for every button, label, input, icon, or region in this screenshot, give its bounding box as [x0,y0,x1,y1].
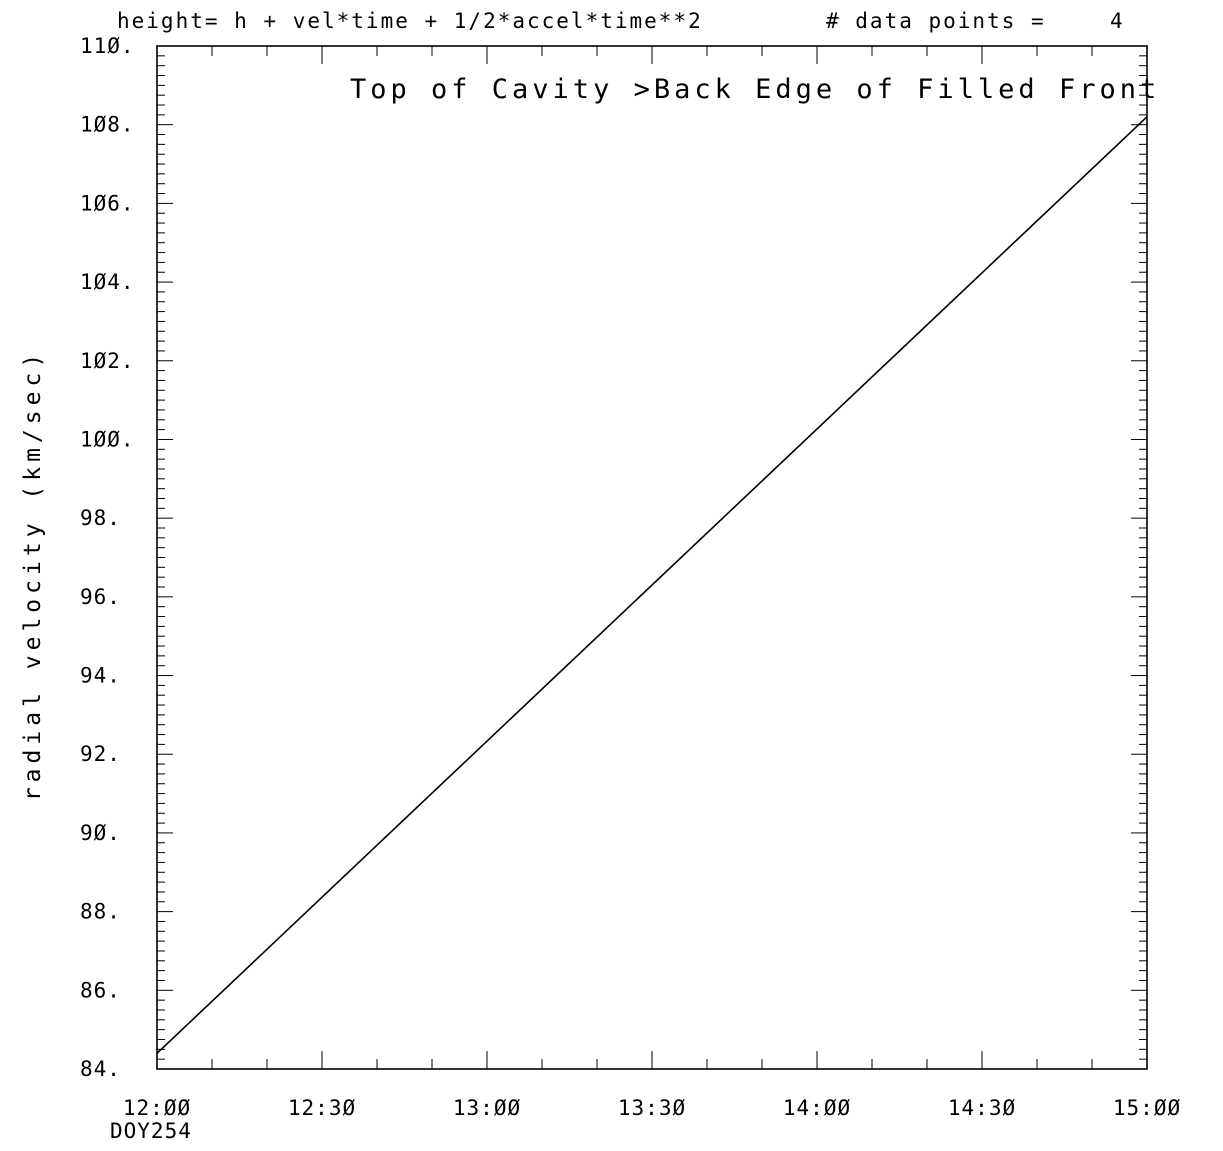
x-tick-label: 14:ØØ [783,1096,851,1120]
y-tick-label: 1Ø4. [80,270,135,294]
y-axis-label: radial velocity (km/sec) [20,349,46,801]
y-tick-label: 98. [80,506,121,530]
y-tick-label: 11Ø. [80,34,135,58]
y-tick-label: 1Ø6. [80,191,135,215]
x-tick-label: 13:3Ø [618,1096,686,1120]
x-tick-label: 12:ØØ [123,1096,191,1120]
y-tick-label: 84. [80,1057,121,1081]
x-tick-labels: 12:ØØ 12:3Ø 13:ØØ 13:3Ø 14:ØØ 14:3Ø 15:ØØ [123,1096,1181,1120]
x-axis-day-label: DOY254 [110,1119,192,1143]
series-line [156,116,1148,1054]
y-tick-label: 96. [80,585,121,609]
y-tick-label: 86. [80,978,121,1002]
y-tick-label: 1ØØ. [80,427,135,451]
plot-frame [156,45,1148,1070]
y-tick-label: 88. [80,900,121,924]
tick-marks [156,45,1148,1070]
x-tick-label: 14:3Ø [948,1096,1016,1120]
y-tick-label: 9Ø. [80,821,121,845]
data-points-count: 4 [1110,9,1125,33]
series-group [156,116,1148,1054]
formula-header: height= h + vel*time + 1/2*accel*time**2 [117,9,703,33]
y-tick-labels: 84. 86. 88. 9Ø. 92. 94. 96. 98. 1ØØ. 1Ø2. 1Ø4. 1Ø6.… [80,34,135,1081]
y-tick-label: 1Ø8. [80,113,135,137]
data-points-label: # data points = [826,9,1046,33]
x-tick-label: 12:3Ø [288,1096,356,1120]
chart-annotation: Top of Cavity >Back Edge of Filled Front [350,74,1160,105]
y-tick-label: 92. [80,742,121,766]
y-tick-label: 94. [80,664,121,688]
x-tick-label: 15:ØØ [1113,1096,1181,1120]
x-tick-label: 13:ØØ [453,1096,521,1120]
y-tick-label: 1Ø2. [80,349,135,373]
